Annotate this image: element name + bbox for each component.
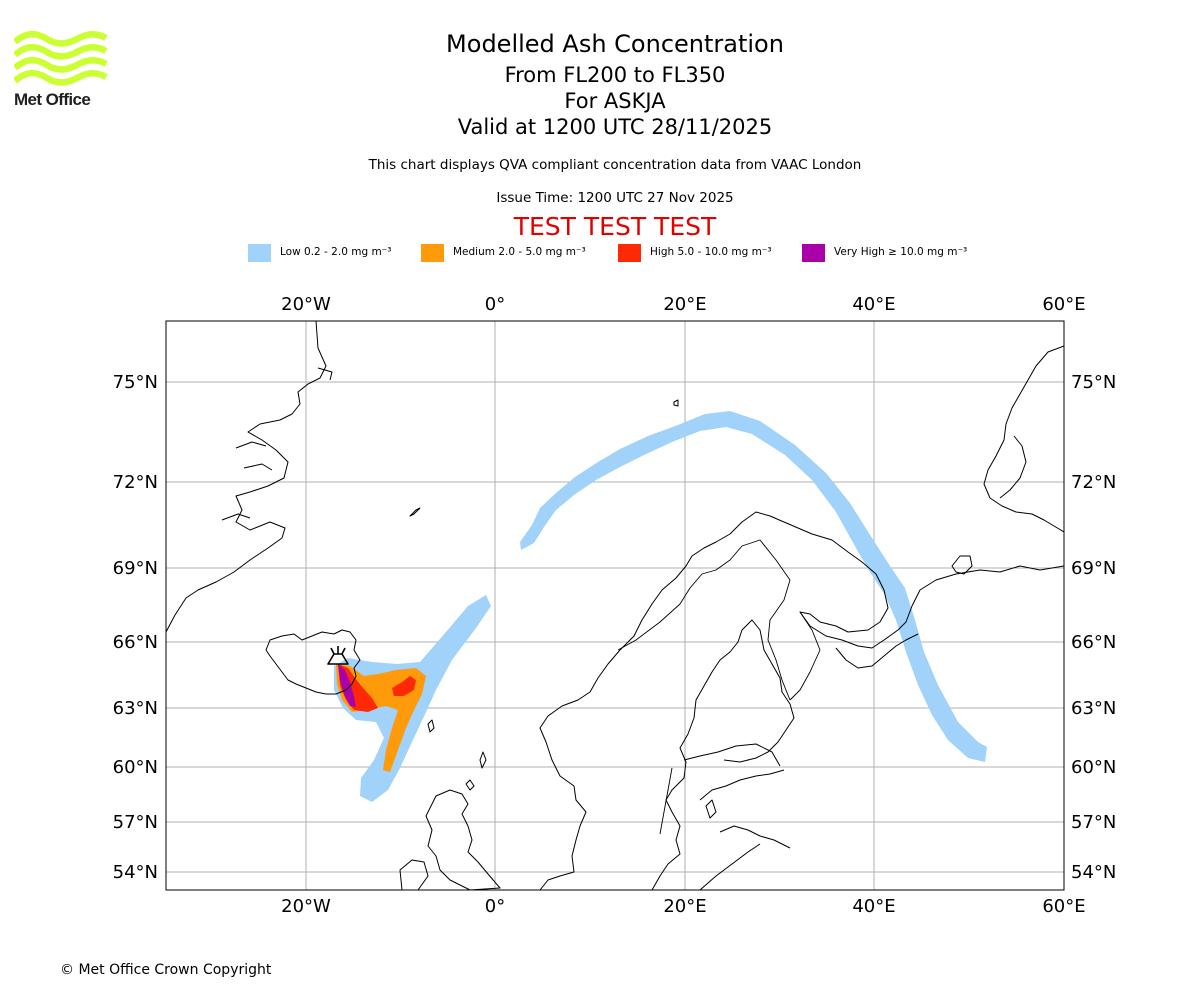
lon-label-top-20w: 20°W — [281, 294, 331, 315]
legend-label-very-high: Very High ≥ 10.0 mg m⁻³ — [834, 246, 968, 258]
coast-novaya-zemlya — [983, 345, 1064, 533]
ash-high-east-patch — [392, 676, 416, 696]
chart-subtitle: This chart displays QVA compliant concen… — [368, 157, 862, 173]
legend-label-high: High 5.0 - 10.0 mg m⁻³ — [650, 246, 772, 258]
test-banner: TEST TEST TEST — [513, 212, 717, 241]
coast-novaya-zemlya-south — [999, 435, 1027, 499]
issue-time: Issue Time: 1200 UTC 27 Nov 2025 — [496, 190, 734, 206]
logo-text: Met Office — [14, 90, 91, 109]
lon-label-bottom-20e: 20°E — [663, 896, 706, 917]
met-office-logo: Met Office — [12, 30, 108, 112]
coast-scandinavia — [539, 511, 1064, 890]
lat-label-right-54n: 54°N — [1071, 862, 1116, 883]
lat-label-left-69n: 69°N — [113, 558, 158, 579]
volcano-icon — [327, 646, 349, 665]
ash-low-arc — [520, 411, 987, 762]
map-frame — [165, 320, 1065, 891]
coast-jan-mayen — [409, 507, 421, 517]
coastlines — [166, 321, 1064, 890]
lat-label-right-72n: 72°N — [1071, 472, 1116, 493]
lat-label-right-60n: 60°N — [1071, 757, 1116, 778]
border-norway-sweden — [617, 539, 791, 701]
lon-label-bottom-40e: 40°E — [852, 896, 895, 917]
coast-bear-island — [673, 399, 679, 407]
legend-swatch-high — [618, 244, 641, 262]
lat-label-left-75n: 75°N — [113, 372, 158, 393]
lon-label-bottom-60e: 60°E — [1042, 896, 1085, 917]
coast-ireland — [399, 859, 429, 890]
lon-label-bottom-20w: 20°W — [281, 896, 331, 917]
legend-label-medium: Medium 2.0 - 5.0 mg m⁻³ — [453, 246, 586, 258]
legend-swatch-low — [248, 244, 271, 262]
coast-orkney — [465, 779, 475, 791]
coast-greenland — [166, 321, 327, 633]
coast-gotland — [705, 799, 717, 819]
lat-label-right-63n: 63°N — [1071, 698, 1116, 719]
lat-label-left-72n: 72°N — [113, 472, 158, 493]
lat-label-right-75n: 75°N — [1071, 372, 1116, 393]
coast-kolguyev — [951, 555, 973, 575]
coast-scotland — [425, 789, 501, 890]
chart-title: Modelled Ash Concentration — [446, 30, 784, 58]
map-content — [166, 321, 1064, 890]
valid-time: Valid at 1200 UTC 28/11/2025 — [457, 115, 773, 139]
legend-swatch-medium — [421, 244, 444, 262]
lon-label-top-60e: 60°E — [1042, 294, 1085, 315]
legend-swatch-very-high — [802, 244, 825, 262]
lat-label-right-66n: 66°N — [1071, 632, 1116, 653]
flight-levels: From FL200 to FL350 — [504, 63, 726, 87]
lat-label-left-66n: 66°N — [113, 632, 158, 653]
ash-low — [334, 411, 987, 802]
met-office-waves-icon — [12, 30, 108, 86]
copyright-notice: © Met Office Crown Copyright — [60, 962, 272, 978]
lat-label-left-57n: 57°N — [113, 812, 158, 833]
border-finland-russia — [789, 611, 821, 701]
lon-label-bottom-0: 0° — [485, 896, 505, 917]
coast-baltic — [699, 769, 791, 890]
coast-iceland — [265, 629, 361, 695]
volcano-name: For ASKJA — [564, 89, 666, 113]
lat-label-right-57n: 57°N — [1071, 812, 1116, 833]
lon-label-top-40e: 40°E — [852, 294, 895, 315]
lat-label-left-60n: 60°N — [113, 757, 158, 778]
ash-very-high-near-vent — [338, 664, 356, 707]
ash-very-high — [338, 664, 356, 707]
coast-faroe — [427, 719, 435, 733]
lat-label-left-63n: 63°N — [113, 698, 158, 719]
lon-label-top-0: 0° — [485, 294, 505, 315]
coast-sweden-finland-south — [651, 619, 795, 890]
legend-label-low: Low 0.2 - 2.0 mg m⁻³ — [280, 246, 392, 258]
coast-shetland — [479, 751, 487, 769]
gridlines — [166, 321, 1064, 890]
coast-finland-gulf — [683, 743, 781, 767]
legend: Low 0.2 - 2.0 mg m⁻³ Medium 2.0 - 5.0 mg… — [0, 243, 1200, 265]
lat-label-left-54n: 54°N — [113, 862, 158, 883]
border-sweden-south — [659, 767, 673, 835]
lat-label-right-69n: 69°N — [1071, 558, 1116, 579]
coast-greenland-fjords — [221, 367, 333, 521]
lon-label-top-20e: 20°E — [663, 294, 706, 315]
coast-white-sea — [835, 633, 919, 669]
